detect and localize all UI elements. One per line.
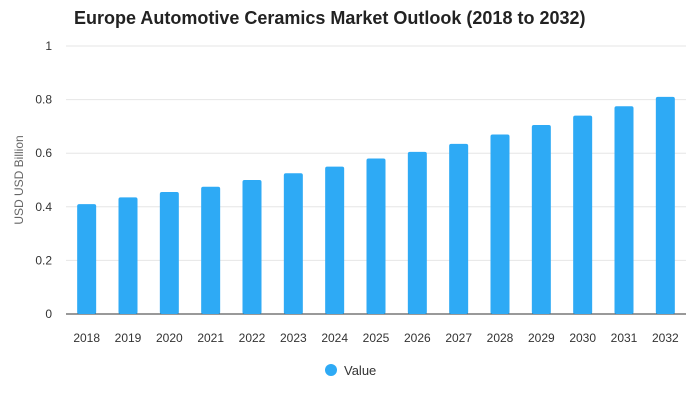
bar-2020[interactable] xyxy=(159,192,179,314)
x-tick-label: 2030 xyxy=(569,331,596,345)
x-tick-label: 2032 xyxy=(652,331,679,345)
bar-2027[interactable] xyxy=(449,143,469,314)
y-tick-label: 0.6 xyxy=(35,146,52,160)
x-tick-label: 2023 xyxy=(280,331,307,345)
bar-2023[interactable] xyxy=(283,173,303,314)
bar-2021[interactable] xyxy=(201,186,221,314)
bar-2024[interactable] xyxy=(325,166,345,314)
bars xyxy=(77,96,675,315)
x-tick-label: 2027 xyxy=(445,331,472,345)
x-tick-label: 2029 xyxy=(528,331,555,345)
bar-2022[interactable] xyxy=(242,180,262,314)
y-tick-label: 0 xyxy=(45,307,52,321)
legend-swatch-value xyxy=(325,364,337,376)
x-tick-label: 2031 xyxy=(611,331,638,345)
x-tick-label: 2020 xyxy=(156,331,183,345)
y-tick-labels: 0 0.2 0.4 0.6 0.8 1 xyxy=(35,39,52,321)
y-tick-label: 0.4 xyxy=(35,200,52,214)
x-tick-label: 2022 xyxy=(239,331,266,345)
bar-2025[interactable] xyxy=(366,158,386,314)
legend-label-value: Value xyxy=(344,363,376,378)
bar-2028[interactable] xyxy=(490,134,510,314)
x-tick-label: 2028 xyxy=(487,331,514,345)
x-tick-label: 2021 xyxy=(197,331,224,345)
bar-2030[interactable] xyxy=(573,115,593,315)
y-tick-label: 1 xyxy=(45,39,52,53)
chart-title: Europe Automotive Ceramics Market Outloo… xyxy=(74,8,585,28)
y-axis-label: USD USD Billion xyxy=(12,135,26,224)
bar-2026[interactable] xyxy=(407,151,427,314)
legend[interactable]: Value xyxy=(325,363,376,378)
x-tick-labels: 2018 2019 2020 2021 2022 2023 2024 2025 2026 2027… xyxy=(73,331,679,345)
x-tick-label: 2018 xyxy=(73,331,100,345)
x-tick-label: 2024 xyxy=(321,331,348,345)
bar-2018[interactable] xyxy=(77,204,97,314)
x-tick-label: 2019 xyxy=(115,331,142,345)
y-tick-label: 0.2 xyxy=(35,253,52,267)
x-tick-label: 2026 xyxy=(404,331,431,345)
bar-2032[interactable] xyxy=(655,96,675,314)
bar-2031[interactable] xyxy=(614,106,634,314)
y-tick-label: 0.8 xyxy=(35,93,52,107)
x-tick-label: 2025 xyxy=(363,331,390,345)
bar-2019[interactable] xyxy=(118,197,138,314)
bar-2029[interactable] xyxy=(531,125,551,314)
